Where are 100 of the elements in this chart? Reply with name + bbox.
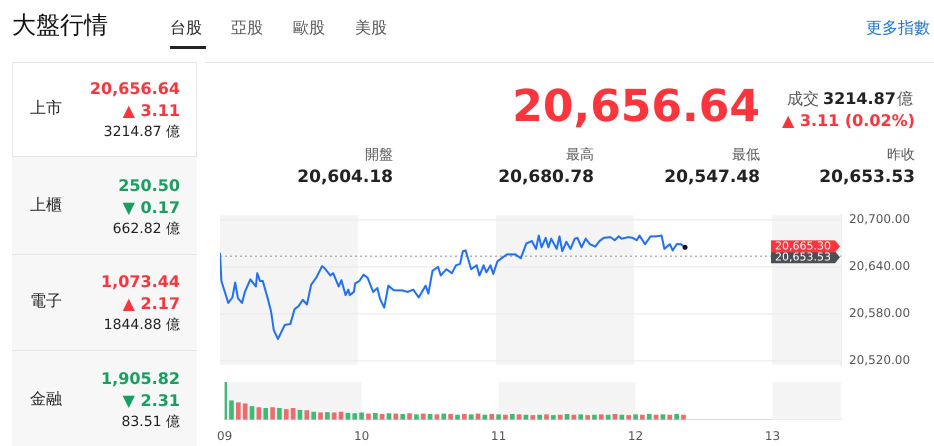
bar bbox=[674, 414, 679, 420]
text: 20,547.48 bbox=[664, 167, 760, 188]
text: 電子 bbox=[30, 291, 62, 310]
text: 83.51 億 bbox=[121, 414, 180, 430]
bar bbox=[284, 409, 289, 420]
bar bbox=[380, 414, 384, 420]
bar bbox=[564, 414, 570, 420]
bar bbox=[633, 414, 638, 420]
bar bbox=[290, 408, 296, 420]
bar bbox=[592, 414, 597, 420]
text: 更多指數 bbox=[866, 18, 930, 38]
text: ▲ 3.11 bbox=[122, 101, 180, 120]
bar bbox=[462, 414, 467, 420]
bar bbox=[311, 412, 316, 420]
text: 250.50 bbox=[118, 176, 180, 196]
bar bbox=[612, 414, 618, 420]
x-tick-label: 12 bbox=[628, 428, 644, 443]
bar bbox=[434, 414, 440, 420]
text: 歐股 bbox=[293, 18, 325, 38]
annotation: 20,665.30 bbox=[775, 240, 831, 253]
bar bbox=[386, 413, 392, 420]
text: 1,073.44 bbox=[101, 272, 180, 292]
bar bbox=[338, 412, 344, 420]
text: 大盤行情 bbox=[12, 11, 108, 40]
text: 成交 bbox=[787, 89, 819, 108]
text: 662.82 億 bbox=[112, 221, 180, 238]
bar bbox=[407, 413, 412, 420]
text: 美股 bbox=[355, 18, 387, 38]
bar bbox=[250, 406, 254, 420]
text: ▼ 0.17 bbox=[122, 198, 180, 218]
bar bbox=[510, 414, 515, 420]
bar bbox=[606, 414, 610, 420]
bar bbox=[585, 415, 590, 420]
bar bbox=[372, 412, 378, 420]
ref-line-label: 20,653.53 bbox=[775, 250, 831, 264]
text: 台股 bbox=[170, 18, 202, 38]
bar bbox=[242, 403, 248, 420]
y-tick-label: 20,700.00 bbox=[849, 212, 910, 226]
bar bbox=[448, 414, 453, 420]
bar bbox=[626, 415, 632, 420]
bar bbox=[277, 408, 282, 420]
bar bbox=[516, 414, 522, 420]
bar bbox=[325, 412, 330, 420]
bar bbox=[476, 414, 480, 420]
bar bbox=[530, 415, 536, 420]
x-tick-label: 10 bbox=[354, 428, 370, 443]
bar bbox=[441, 414, 446, 420]
bar bbox=[598, 414, 604, 420]
bar bbox=[489, 414, 494, 420]
y-tick-label: 20,580.00 bbox=[849, 306, 910, 320]
text: 3214.87 億 bbox=[104, 124, 180, 140]
text: 亞股 bbox=[231, 18, 263, 38]
bar bbox=[270, 407, 275, 420]
bar bbox=[318, 412, 323, 420]
text: 20,604.18 bbox=[297, 167, 393, 188]
text: 20,653.53 bbox=[819, 167, 915, 188]
text: ▼ 2.31 bbox=[122, 391, 180, 410]
bar bbox=[359, 412, 364, 420]
text: 最高 bbox=[566, 147, 594, 164]
bar bbox=[236, 402, 241, 420]
bar bbox=[558, 414, 563, 420]
bar bbox=[572, 414, 576, 420]
text: 開盤 bbox=[365, 147, 393, 164]
text: 上櫃 bbox=[30, 195, 62, 214]
bar bbox=[400, 414, 406, 420]
x-tick-label: 11 bbox=[490, 428, 506, 443]
bar bbox=[414, 414, 419, 420]
bar bbox=[346, 412, 350, 420]
bar bbox=[640, 414, 645, 420]
text: 金融 bbox=[30, 389, 62, 408]
y-tick-label: 20,520.00 bbox=[849, 353, 910, 368]
text: 20,656.64 bbox=[90, 79, 180, 98]
text: 3214.87 bbox=[823, 89, 896, 108]
bar bbox=[524, 414, 528, 420]
bar bbox=[256, 407, 262, 420]
bar bbox=[455, 414, 460, 420]
bar bbox=[366, 414, 371, 420]
bar bbox=[681, 414, 686, 420]
bar bbox=[468, 414, 474, 420]
bar bbox=[428, 414, 432, 420]
text: 億 bbox=[897, 89, 913, 108]
bar bbox=[544, 414, 549, 420]
bar bbox=[496, 414, 501, 420]
text: 1,905.82 bbox=[101, 369, 180, 388]
bar bbox=[578, 414, 584, 420]
bar bbox=[620, 414, 624, 420]
bar bbox=[394, 414, 398, 420]
text: ▲ 2.17 bbox=[122, 294, 180, 314]
text: ▲ 3.11 (0.02%) bbox=[782, 111, 915, 130]
bar bbox=[304, 410, 310, 420]
bar bbox=[482, 414, 488, 420]
bar bbox=[229, 400, 234, 420]
bar bbox=[263, 408, 268, 420]
text: 最低 bbox=[732, 147, 760, 164]
text: 20,656.64 bbox=[512, 81, 760, 133]
bar bbox=[646, 414, 652, 420]
bar bbox=[332, 412, 337, 420]
y-tick-label: 20,640.00 bbox=[849, 259, 910, 274]
bar bbox=[654, 414, 658, 420]
bar bbox=[667, 414, 672, 420]
